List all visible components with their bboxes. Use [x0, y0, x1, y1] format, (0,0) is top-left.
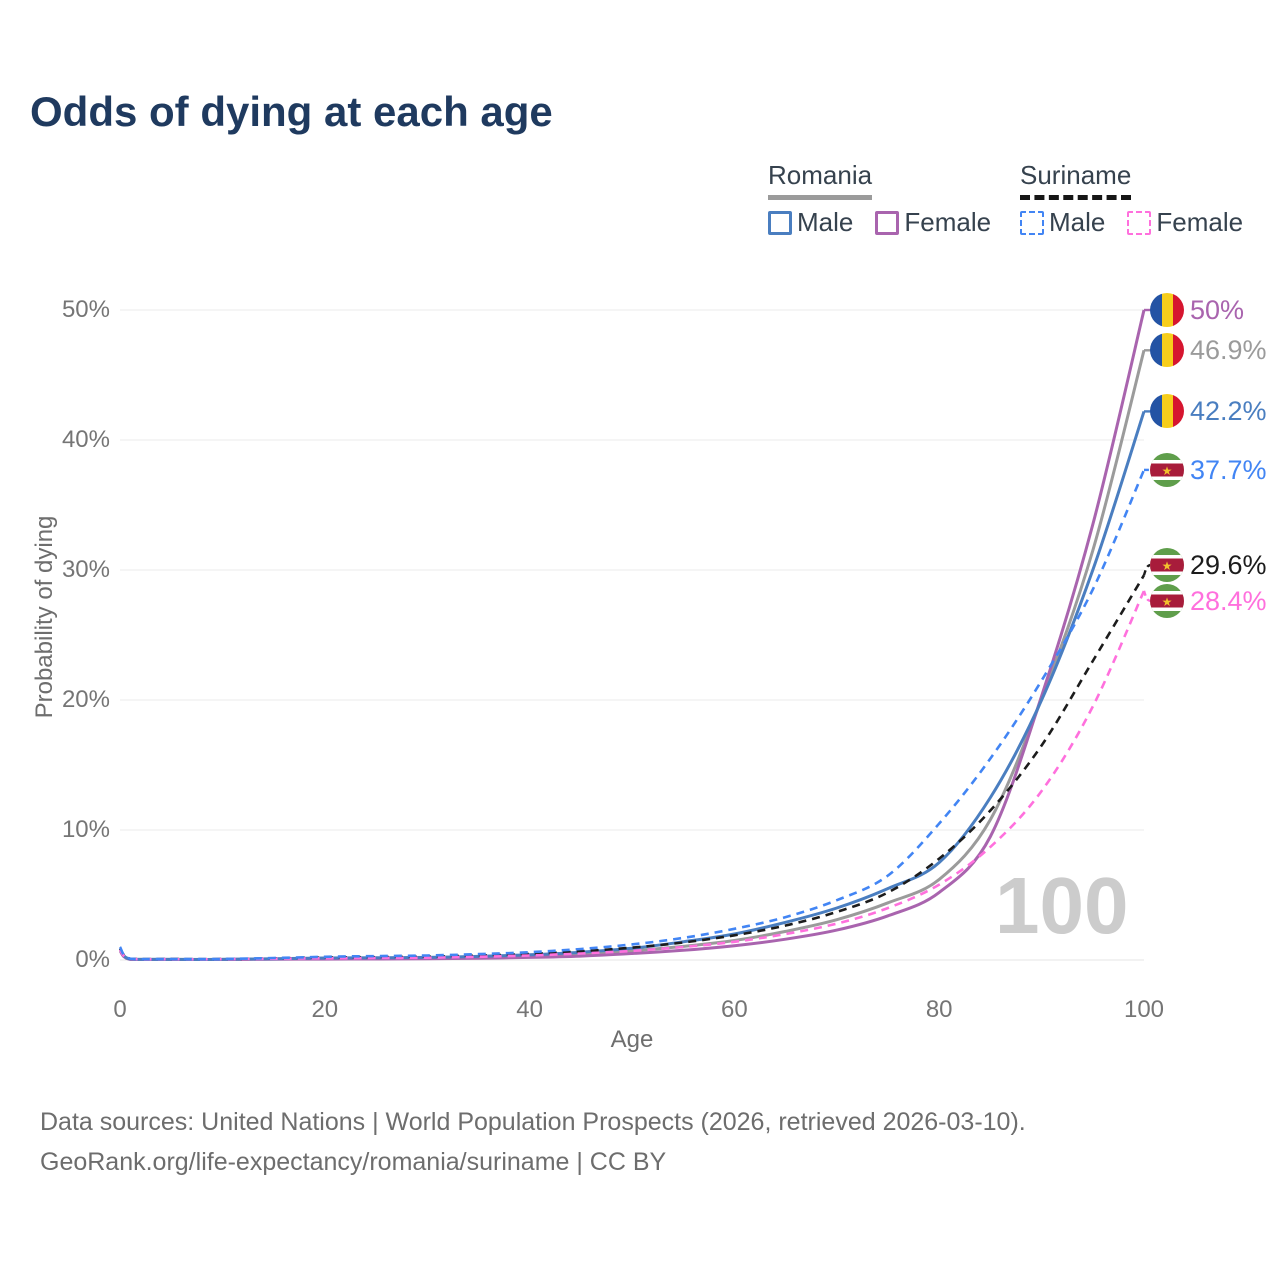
x-tick-0: 0: [113, 996, 127, 1023]
svg-text:★: ★: [1162, 464, 1173, 478]
svg-text:★: ★: [1162, 595, 1173, 609]
end-label-suriname-male: ★ 37.7%: [1150, 452, 1267, 487]
suriname-flag-icon: ★: [1150, 584, 1184, 618]
legend-label-romania-male: Male: [797, 207, 854, 238]
legend-group-romania-title: Romania: [768, 160, 873, 201]
legend-items-suriname: Male Female: [1020, 207, 1243, 238]
end-label-value: 42.2%: [1190, 396, 1267, 427]
footer-attribution: GeoRank.org/life-expectancy/romania/suri…: [40, 1148, 667, 1176]
end-label-value: 50%: [1190, 295, 1245, 325]
legend-group-suriname-title: Suriname: [1020, 160, 1132, 201]
end-label-suriname-both-sexes: ★ 29.6%: [1150, 548, 1267, 582]
end-label-value: 28.4%: [1190, 586, 1267, 616]
series-line-romania-male: [118, 410, 1146, 961]
series-line-romania-both-sexes: [118, 349, 1146, 961]
suriname-flag-icon: ★: [1150, 452, 1184, 487]
legend-item-suriname-female[interactable]: Female: [1127, 207, 1243, 238]
x-tick-60: 60: [721, 996, 748, 1023]
legend-label-suriname-female: Female: [1156, 207, 1244, 238]
series-line-suriname-male: [118, 469, 1146, 961]
x-tick-80: 80: [925, 996, 953, 1023]
romania-flag-icon: [1150, 394, 1184, 429]
legend-group-romania: Romania Male Female: [768, 160, 991, 238]
legend-label-suriname-male: Male: [1049, 207, 1106, 238]
suriname-male-swatch-icon: [1020, 210, 1044, 235]
y-tick-40%: 40%: [61, 426, 110, 453]
legend-item-suriname-male[interactable]: Male: [1020, 207, 1105, 238]
y-tick-10%: 10%: [61, 816, 110, 843]
end-label-suriname-female: ★ 28.4%: [1150, 584, 1267, 618]
svg-text:★: ★: [1162, 559, 1173, 573]
legend-items-romania: Male Female: [768, 207, 991, 238]
x-axis-title: Age: [610, 1026, 654, 1053]
x-tick-40: 40: [516, 996, 543, 1023]
y-tick-0%: 0%: [75, 946, 110, 973]
footer-data-sources: Data sources: United Nations | World Pop…: [40, 1108, 1026, 1136]
romania-female-swatch-icon: [875, 210, 900, 235]
end-label-value: 46.9%: [1190, 335, 1267, 366]
suriname-flag-icon: ★: [1150, 548, 1184, 582]
legend-item-romania-female[interactable]: Female: [875, 207, 991, 238]
page-title: Odds of dying at each age: [30, 88, 553, 135]
y-tick-50%: 50%: [61, 296, 110, 323]
y-tick-30%: 30%: [61, 556, 110, 583]
end-label-value: 29.6%: [1190, 550, 1267, 580]
x-tick-20: 20: [311, 996, 339, 1023]
series-line-romania-female: [118, 309, 1146, 961]
series-line-suriname-female: [118, 590, 1146, 961]
series-line-suriname-both-sexes: [118, 574, 1146, 961]
legend-item-romania-male[interactable]: Male: [768, 207, 853, 238]
legend-group-suriname: Suriname Male Female: [1020, 160, 1243, 238]
end-label-romania-male: 42.2%: [1150, 394, 1267, 429]
romania-flag-icon: [1150, 333, 1184, 368]
end-label-romania-female: 50%: [1150, 293, 1244, 327]
age-counter-watermark: 100: [995, 861, 1129, 950]
romania-flag-icon: [1150, 293, 1184, 327]
end-label-romania-both-sexes: 46.9%: [1150, 333, 1267, 368]
legend-label-romania-female: Female: [904, 207, 992, 238]
end-label-value: 37.7%: [1190, 454, 1267, 485]
y-tick-20%: 20%: [61, 686, 110, 713]
romania-male-swatch-icon: [768, 210, 792, 235]
x-tick-100: 100: [1123, 996, 1165, 1023]
suriname-female-swatch-icon: [1127, 210, 1152, 235]
